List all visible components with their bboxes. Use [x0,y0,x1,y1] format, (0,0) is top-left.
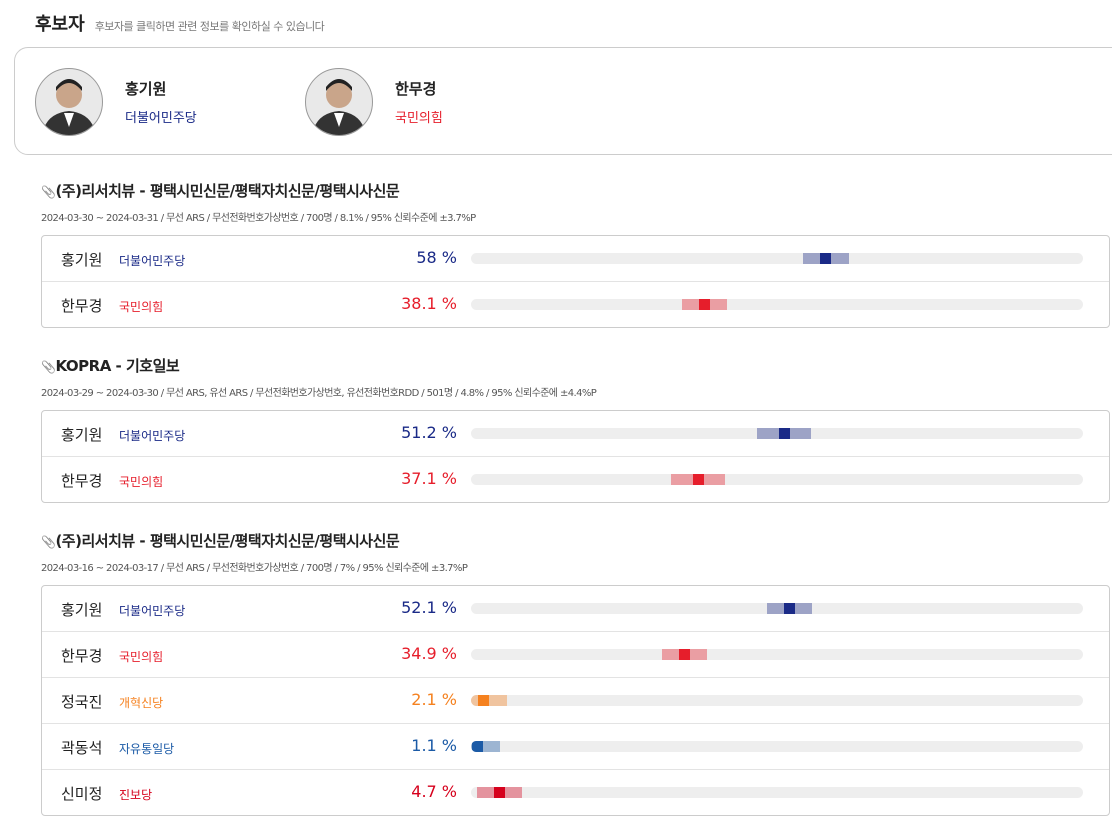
poll-box: 홍기원 더불어민주당 51.2 % 한무경 국민의힘 37.1 % [41,410,1110,503]
poll-row: 정국진 개혁신당 2.1 % [42,677,1109,723]
poll-title: 📎(주)리서치뷰 - 평택시민신문/평택자치신문/평택시사신문 [41,530,1110,551]
row-value: 58 % [416,248,457,267]
row-party: 진보당 [119,788,153,802]
row-party: 국민의힘 [119,650,164,664]
clip-icon: 📎 [41,360,56,374]
poll-title: 📎KOPRA - 기호일보 [41,355,1110,376]
bar-track [471,253,1083,264]
row-party: 국민의힘 [119,475,164,489]
bar-track [471,741,1083,752]
row-value: 52.1 % [401,598,457,617]
candidate-photo [35,68,103,136]
row-name: 홍기원 [61,426,103,444]
poll-row: 곽동석 자유통일당 1.1 % [42,723,1109,769]
poll-row: 한무경 국민의힘 37.1 % [42,456,1109,502]
row-name: 홍기원 [61,251,103,269]
row-value: 1.1 % [411,736,457,755]
row-party: 자유통일당 [119,742,175,756]
row-name: 한무경 [61,472,103,490]
poll-meta: 2024-03-29 ~ 2024-03-30 / 무선 ARS, 유선 ARS… [41,388,597,399]
poll-row: 신미정 진보당 4.7 % [42,769,1109,815]
poll-row: 홍기원 더불어민주당 51.2 % [42,411,1109,456]
row-value: 2.1 % [411,690,457,709]
value-marker [679,649,691,660]
poll-row: 홍기원 더불어민주당 52.1 % [42,586,1109,631]
value-marker [784,603,796,614]
bar-track [471,428,1083,439]
row-value: 37.1 % [401,469,457,488]
margin-band [471,741,501,752]
subtitle: 후보자를 클릭하면 관련 정보를 확인하실 수 있습니다 [94,20,325,33]
bar-track [471,299,1083,310]
row-name: 신미정 [61,785,103,803]
title: 후보자 [35,14,85,35]
poll: 📎(주)리서치뷰 - 평택시민신문/평택자치신문/평택시사신문 2024-03-3… [41,180,1110,328]
row-value: 38.1 % [401,294,457,313]
clip-icon: 📎 [41,185,56,199]
row-party: 더불어민주당 [119,254,186,268]
value-marker [698,299,710,310]
row-party: 더불어민주당 [119,604,186,618]
poll: 📎KOPRA - 기호일보 2024-03-29 ~ 2024-03-30 / 무… [41,355,1110,503]
clip-icon: 📎 [41,535,56,549]
header: 후보자 후보자를 클릭하면 관련 정보를 확인하실 수 있습니다 [35,10,325,36]
row-party: 개혁신당 [119,696,164,710]
row-value: 34.9 % [401,644,457,663]
candidate-name: 한무경 [395,80,437,98]
bar-track [471,474,1083,485]
bar-track [471,695,1083,706]
poll-meta: 2024-03-30 ~ 2024-03-31 / 무선 ARS / 무선전화번… [41,213,476,224]
bar-track [471,603,1083,614]
poll-box: 홍기원 더불어민주당 52.1 % 한무경 국민의힘 34.9 % 정국진 개혁신당 2.1 %… [41,585,1110,816]
row-name: 한무경 [61,297,103,315]
poll-row: 홍기원 더불어민주당 58 % [42,236,1109,281]
row-value: 4.7 % [411,782,457,801]
poll-meta: 2024-03-16 ~ 2024-03-17 / 무선 ARS / 무선전화번… [41,563,468,574]
poll-row: 한무경 국민의힘 34.9 % [42,631,1109,677]
value-marker [494,787,506,798]
value-marker [820,253,832,264]
row-name: 홍기원 [61,601,103,619]
value-marker [692,474,704,485]
candidate-party: 국민의힘 [395,111,443,126]
poll-title-text: (주)리서치뷰 - 평택시민신문/평택자치신문/평택시사신문 [55,532,400,550]
value-marker [478,695,490,706]
candidate-name: 홍기원 [125,80,167,98]
poll-box: 홍기원 더불어민주당 58 % 한무경 국민의힘 38.1 % [41,235,1110,328]
poll-row: 한무경 국민의힘 38.1 % [42,281,1109,327]
poll-title: 📎(주)리서치뷰 - 평택시민신문/평택자치신문/평택시사신문 [41,180,1110,201]
row-name: 한무경 [61,647,103,665]
bar-track [471,787,1083,798]
poll-title-text: (주)리서치뷰 - 평택시민신문/평택자치신문/평택시사신문 [55,182,400,200]
row-name: 정국진 [61,693,103,711]
row-party: 국민의힘 [119,300,164,314]
poll-title-text: KOPRA - 기호일보 [55,357,180,375]
row-party: 더불어민주당 [119,429,186,443]
row-name: 곽동석 [61,739,103,757]
value-marker [472,741,484,752]
row-value: 51.2 % [401,423,457,442]
bar-track [471,649,1083,660]
value-marker [778,428,790,439]
poll: 📎(주)리서치뷰 - 평택시민신문/평택자치신문/평택시사신문 2024-03-1… [41,530,1110,816]
candidate-photo [305,68,373,136]
candidate-party: 더불어민주당 [125,111,197,126]
